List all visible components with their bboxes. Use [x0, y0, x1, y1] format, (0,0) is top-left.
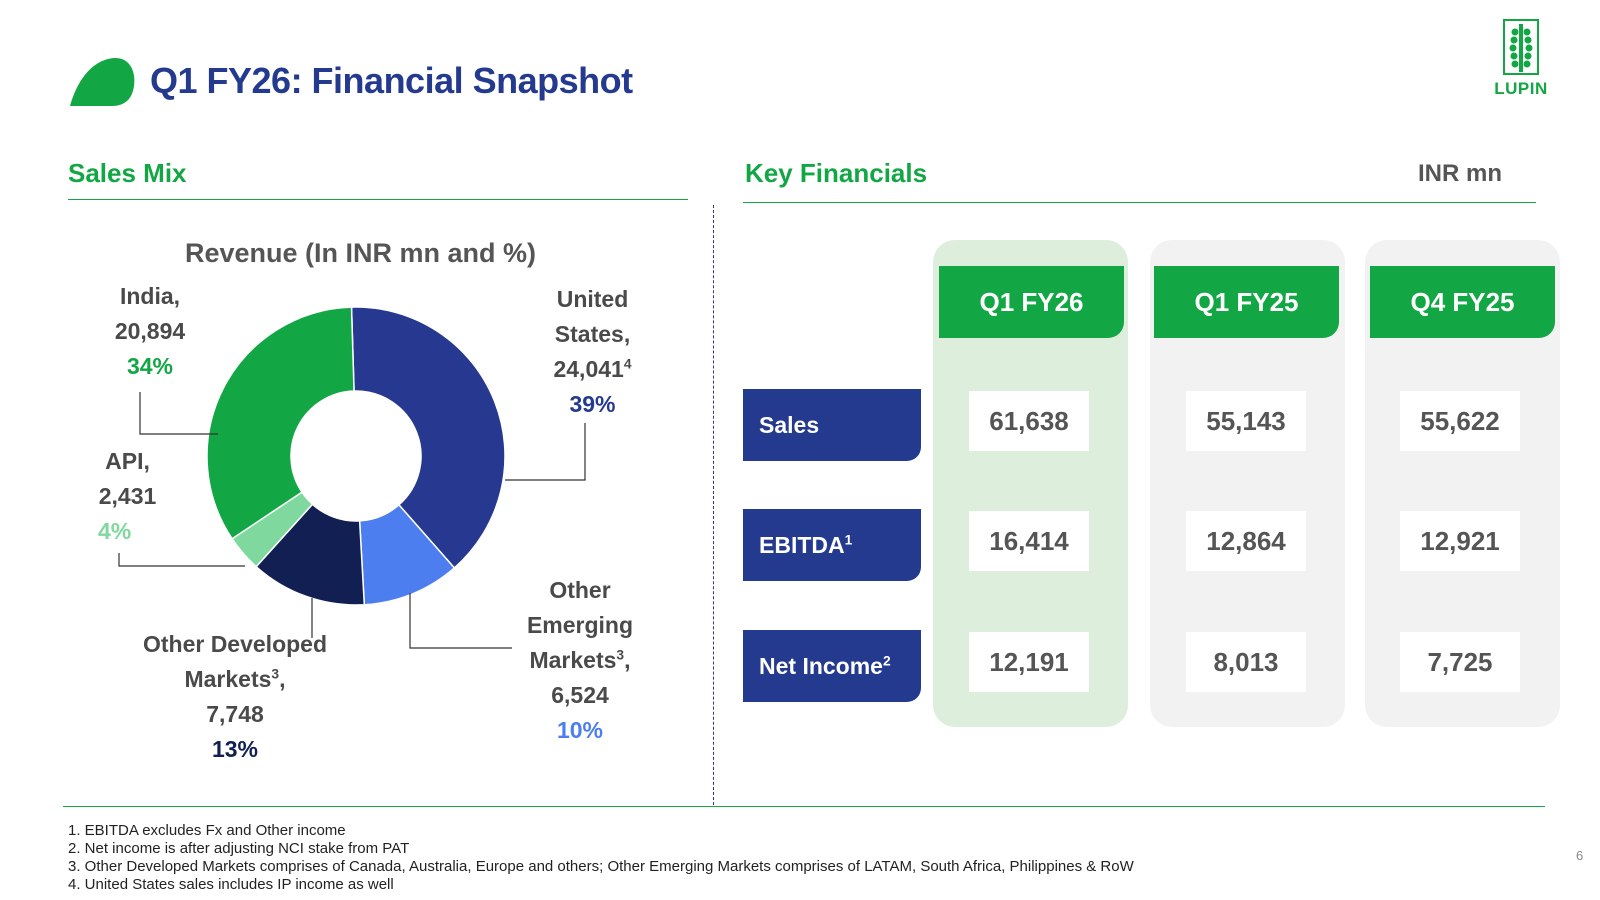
- cell-net-income-q1fy25: 8,013: [1186, 632, 1306, 692]
- cell-sales-q1fy25: 55,143: [1186, 391, 1306, 451]
- lupin-logo: LUPIN: [1488, 18, 1554, 98]
- column-header-q4fy25: Q4 FY25: [1370, 266, 1555, 338]
- donut-slice-united-states: [350, 306, 506, 569]
- title-leaf-icon: [70, 57, 135, 106]
- label-other-emerging-pct: 10%: [556, 717, 604, 743]
- sales-mix-heading: Sales Mix: [68, 158, 187, 188]
- revenue-donut-chart: [206, 306, 506, 606]
- label-us-pct: 39%: [569, 391, 616, 417]
- label-other-developed-pct: 13%: [211, 736, 259, 762]
- leader-lines: [118, 392, 586, 649]
- sales-mix-rule: [68, 199, 688, 200]
- footnote-4: 4. United States sales includes IP incom…: [68, 876, 394, 893]
- label-other-emerging-name: Other Emerging Markets3,: [526, 577, 634, 673]
- label-api-name: API,: [105, 448, 150, 474]
- label-other-developed: Other Developed Markets3, 7,748 13%: [120, 627, 350, 767]
- key-financials-heading: Key Financials: [745, 158, 928, 188]
- footnote-1: 1. EBITDA excludes Fx and Other income: [68, 822, 346, 839]
- leader-other-emerging: [409, 593, 512, 649]
- leader-india: [139, 392, 218, 435]
- column-header-q1fy26: Q1 FY26: [939, 266, 1124, 338]
- footnote-3: 3. Other Developed Markets comprises of …: [68, 858, 1134, 875]
- label-india-name: India,: [119, 283, 181, 309]
- page-title: Q1 FY26: Financial Snapshot: [150, 60, 633, 101]
- cell-ebitda-q1fy25: 12,864: [1186, 511, 1306, 571]
- cell-sales-q1fy26: 61,638: [969, 391, 1089, 451]
- donut-slice-india: [206, 306, 355, 540]
- label-other-emerging-value: 6,524: [551, 682, 609, 708]
- label-us: United States, 24,0414 39%: [530, 282, 655, 422]
- section-divider: [713, 205, 714, 805]
- lupin-logo-icon: [1503, 19, 1539, 75]
- label-api-value: 2,431: [98, 483, 157, 509]
- unit-label: INR mn: [1418, 160, 1502, 187]
- cell-ebitda-q1fy26: 16,414: [969, 511, 1089, 571]
- footnotes: 1. EBITDA excludes Fx and Other income 2…: [68, 822, 1134, 894]
- footer-rule: [63, 806, 1545, 807]
- leader-api: [118, 553, 245, 567]
- label-us-value: 24,0414: [553, 356, 632, 382]
- label-other-developed-value: 7,748: [206, 701, 264, 727]
- label-api-pct: 4%: [98, 518, 132, 544]
- cell-ebitda-q4fy25: 12,921: [1400, 511, 1520, 571]
- cell-net-income-q1fy26: 12,191: [969, 632, 1089, 692]
- row-label-sales: Sales: [743, 389, 921, 461]
- page-number: 6: [1576, 848, 1584, 863]
- label-india-value: 20,894: [114, 318, 186, 344]
- cell-sales-q4fy25: 55,622: [1400, 391, 1520, 451]
- label-india-pct: 34%: [126, 353, 174, 379]
- chart-title: Revenue (In INR mn and %): [185, 238, 537, 268]
- row-label-ebitda: EBITDA1: [743, 509, 921, 581]
- label-us-name: United States,: [554, 286, 631, 347]
- row-label-net-income: Net Income2: [743, 630, 921, 702]
- label-other-emerging: Other Emerging Markets3, 6,524 10%: [505, 573, 655, 748]
- cell-net-income-q4fy25: 7,725: [1400, 632, 1520, 692]
- label-india: India, 20,894 34%: [90, 279, 210, 384]
- footnote-2: 2. Net income is after adjusting NCI sta…: [68, 840, 410, 857]
- leader-us: [505, 423, 586, 481]
- lupin-logo-text: LUPIN: [1494, 79, 1548, 98]
- key-financials-rule: [743, 202, 1536, 203]
- label-other-developed-name: Other Developed Markets3,: [142, 631, 328, 692]
- column-header-q1fy25: Q1 FY25: [1154, 266, 1339, 338]
- label-api: API, 2,431 4%: [80, 444, 175, 549]
